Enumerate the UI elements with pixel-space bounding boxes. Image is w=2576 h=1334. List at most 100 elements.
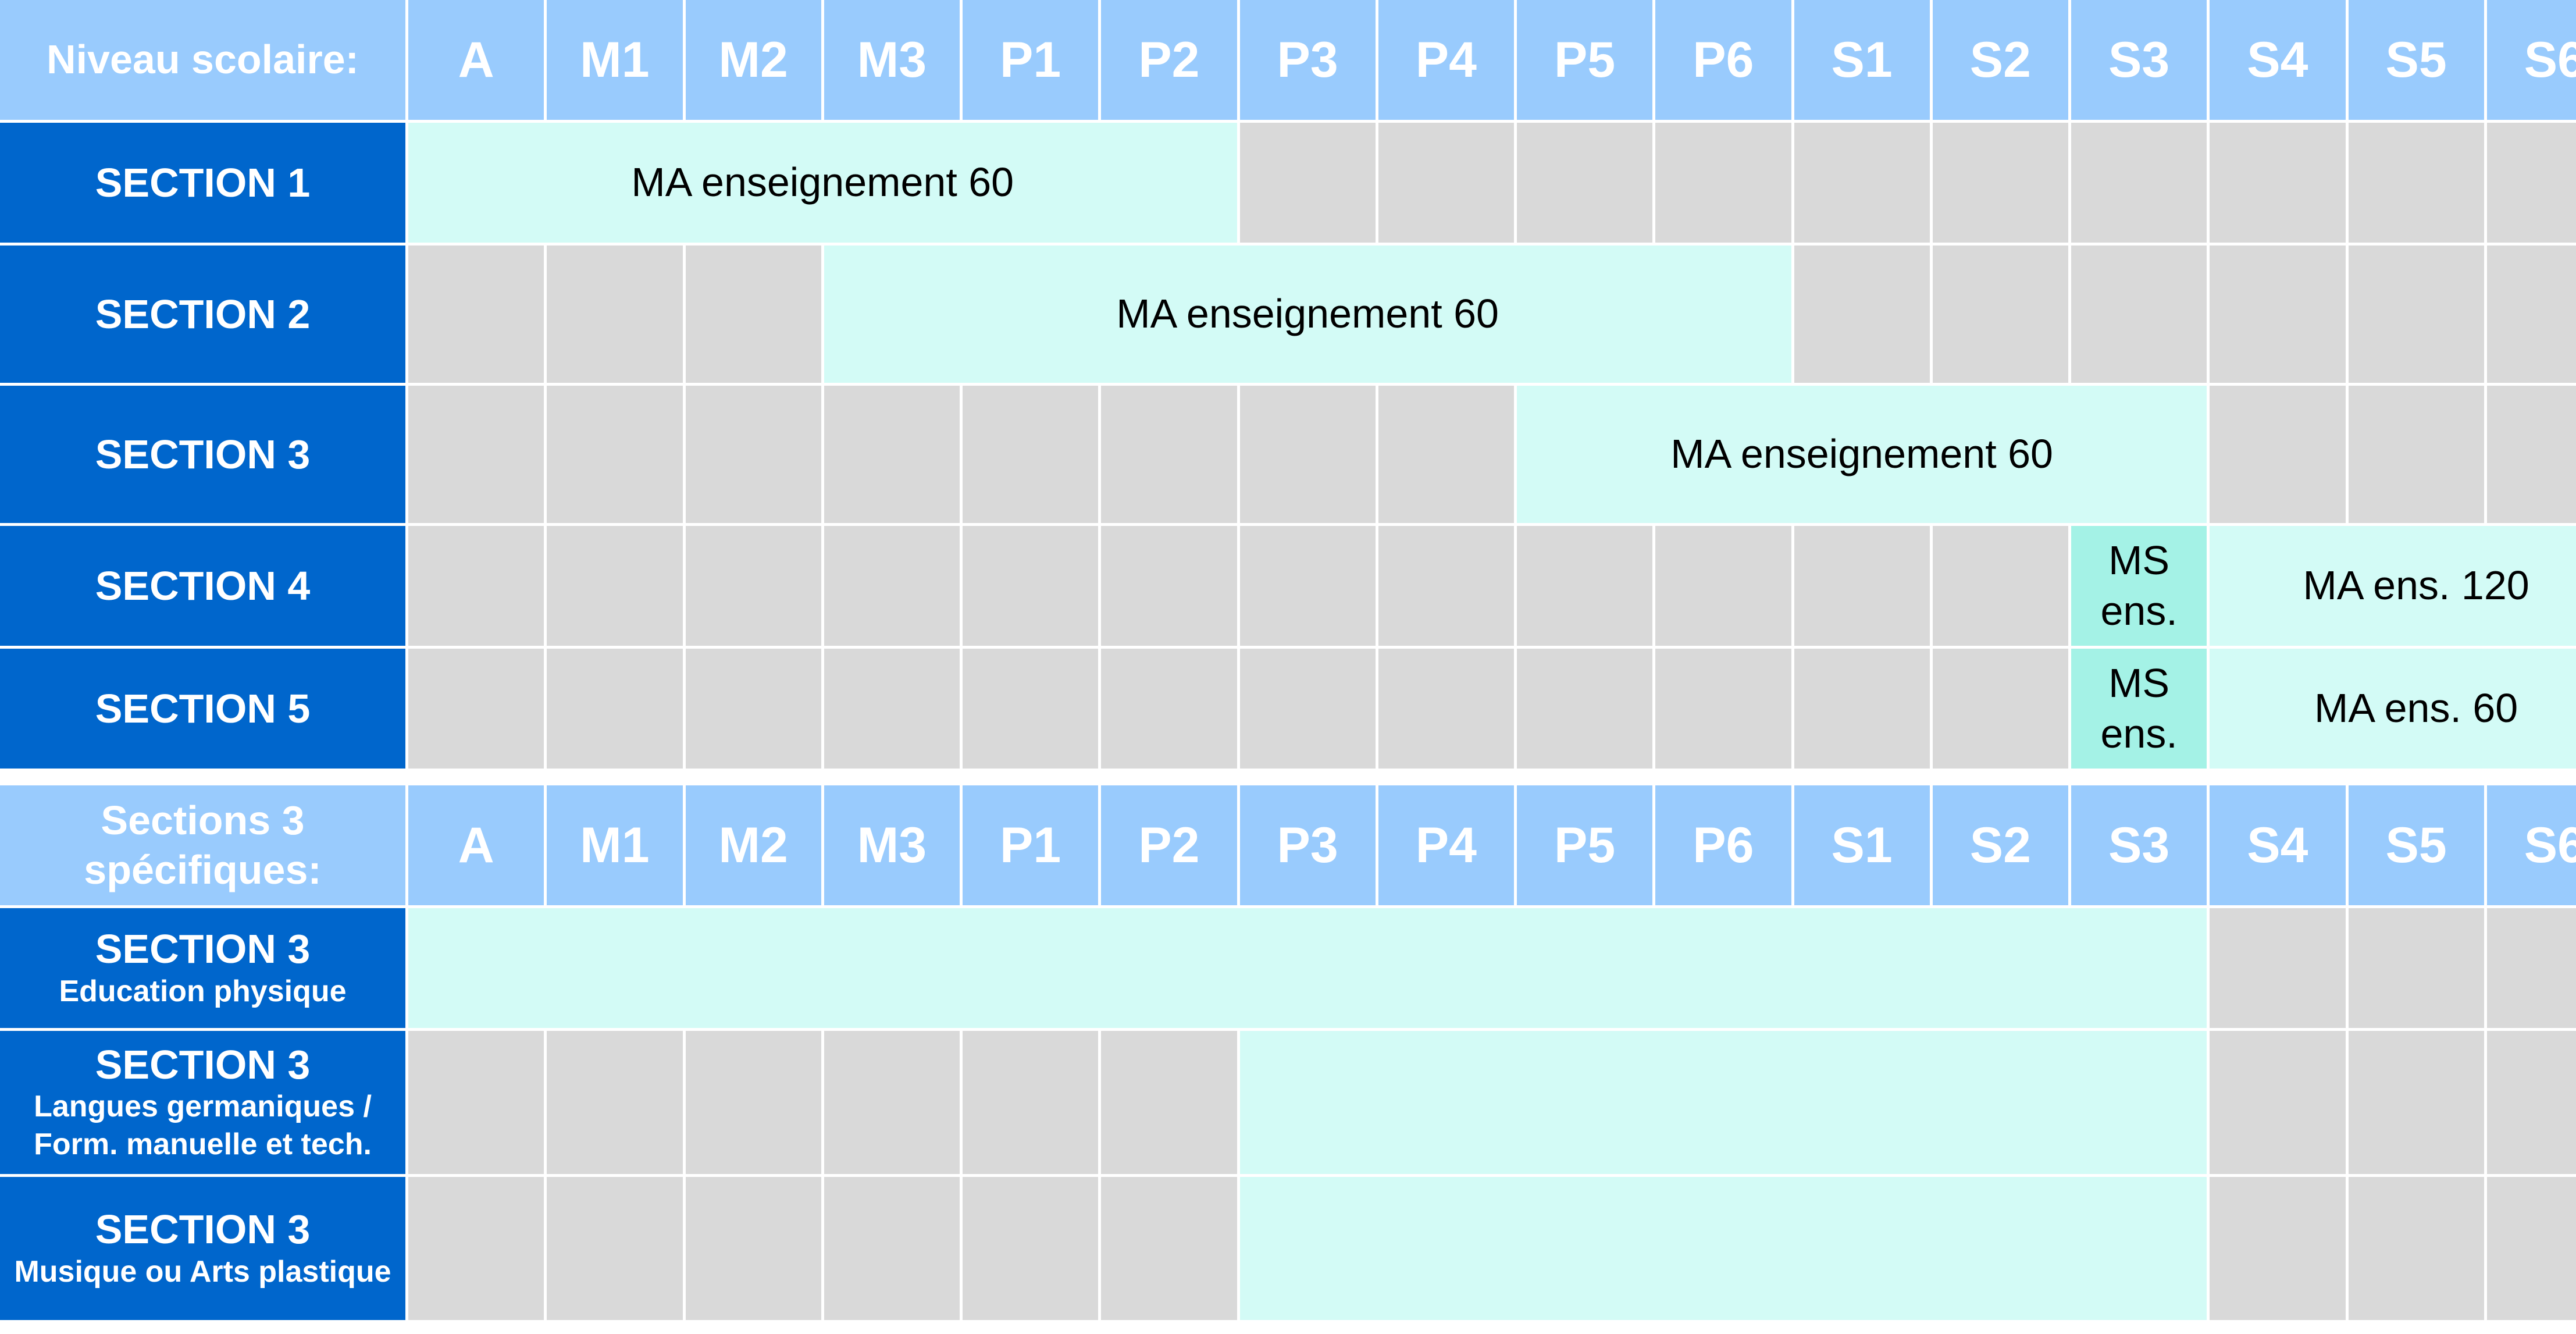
inactive-cell [2348, 1031, 2484, 1174]
inactive-cell [408, 386, 544, 523]
row-label: SECTION 4 [0, 526, 405, 646]
row-label: SECTION 1 [0, 123, 405, 243]
inactive-cell [1101, 1177, 1237, 1320]
inactive-cell [2210, 908, 2346, 1028]
inactive-cell [1378, 386, 1514, 523]
inactive-cell [685, 1177, 821, 1320]
ms-teacher-span: MS ens. [2071, 649, 2207, 769]
level-header-p5: P5 [1517, 0, 1653, 120]
inactive-cell [963, 649, 1099, 769]
level-header-p1: P1 [963, 0, 1099, 120]
row-label: SECTION 5 [0, 649, 405, 769]
inactive-cell [1794, 246, 1930, 383]
table-header-title: Niveau scolaire: [0, 0, 405, 120]
inactive-cell [1239, 526, 1376, 646]
inactive-cell [2210, 386, 2346, 523]
level-header-p5: P5 [1517, 785, 1653, 905]
level-header-s4: S4 [2210, 785, 2346, 905]
inactive-cell [408, 1177, 544, 1320]
inactive-cell [408, 246, 544, 383]
inactive-cell [685, 246, 821, 383]
level-header-s3: S3 [2071, 785, 2207, 905]
inactive-cell [1101, 526, 1237, 646]
inactive-cell [1794, 123, 1930, 243]
inactive-cell [824, 649, 960, 769]
inactive-cell [408, 526, 544, 646]
inactive-cell [1932, 526, 2068, 646]
level-header-m1: M1 [547, 785, 683, 905]
inactive-cell [824, 386, 960, 523]
inactive-cell [2210, 1031, 2346, 1174]
level-header-m3: M3 [824, 785, 960, 905]
ma-teacher-span: MA enseignement 60 [408, 123, 1237, 243]
inactive-cell [963, 1031, 1099, 1174]
inactive-cell [2071, 123, 2207, 243]
inactive-cell [1655, 526, 1791, 646]
inactive-cell [1239, 386, 1376, 523]
inactive-cell [1655, 649, 1791, 769]
inactive-cell [547, 1031, 683, 1174]
level-header-m2: M2 [685, 785, 821, 905]
inactive-cell [1517, 123, 1653, 243]
ma-teacher-span [1239, 1031, 2207, 1174]
inactive-cell [547, 1177, 683, 1320]
row-label-subtitle: Education physique [59, 974, 347, 1008]
inactive-cell [1378, 123, 1514, 243]
level-header-s1: S1 [1794, 785, 1930, 905]
teaching-levels-table: Niveau scolaire: A M1 M2 M3 P1 P2 P3 P4 P5 P6 S1 S2… [0, 0, 2576, 769]
row-label: SECTION 3 Musique ou Arts plastique [0, 1177, 405, 1320]
level-header-s4: S4 [2210, 0, 2346, 120]
ma-teacher-span: MA ens. 60 [2210, 649, 2576, 769]
inactive-cell [2486, 386, 2576, 523]
level-header-s6: S6 [2486, 785, 2576, 905]
inactive-cell [2486, 246, 2576, 383]
row-label-title: SECTION 5 [95, 685, 311, 731]
inactive-cell [963, 526, 1099, 646]
row-label-subtitle: Musique ou Arts plastique [14, 1254, 391, 1289]
level-header-p1: P1 [963, 785, 1099, 905]
inactive-cell [2486, 123, 2576, 243]
level-header-p2: P2 [1101, 0, 1237, 120]
level-header-p3: P3 [1239, 0, 1376, 120]
inactive-cell [685, 386, 821, 523]
inactive-cell [2210, 123, 2346, 243]
inactive-cell [1517, 649, 1653, 769]
inactive-cell [1101, 1031, 1237, 1174]
inactive-cell [963, 1177, 1099, 1320]
level-header-p6: P6 [1655, 785, 1791, 905]
inactive-cell [824, 1177, 960, 1320]
inactive-cell [2486, 1177, 2576, 1320]
row-label: SECTION 3 Education physique [0, 908, 405, 1028]
inactive-cell [2486, 1031, 2576, 1174]
inactive-cell [685, 1031, 821, 1174]
inactive-cell [685, 526, 821, 646]
inactive-cell [408, 1031, 544, 1174]
level-header-s5: S5 [2348, 785, 2484, 905]
level-header-s6: S6 [2486, 0, 2576, 120]
inactive-cell [547, 246, 683, 383]
row-label-title: SECTION 3 [95, 926, 311, 972]
inactive-cell [2210, 246, 2346, 383]
inactive-cell [963, 386, 1099, 523]
row-label-title: SECTION 4 [95, 563, 311, 609]
inactive-cell [2071, 246, 2207, 383]
row-label-title: SECTION 3 [95, 1041, 311, 1087]
inactive-cell [1932, 649, 2068, 769]
inactive-cell [1239, 123, 1376, 243]
level-header-s2: S2 [1932, 0, 2068, 120]
table-header-title: Sections 3 spécifiques: [0, 785, 405, 905]
level-header-s5: S5 [2348, 0, 2484, 120]
inactive-cell [2348, 1177, 2484, 1320]
level-header-p2: P2 [1101, 785, 1237, 905]
level-header-s2: S2 [1932, 785, 2068, 905]
inactive-cell [1932, 123, 2068, 243]
row-label-title: SECTION 1 [95, 159, 311, 205]
level-header-s1: S1 [1794, 0, 1930, 120]
row-label: SECTION 2 [0, 246, 405, 383]
row-label-title: SECTION 2 [95, 291, 311, 337]
level-header-a: A [408, 0, 544, 120]
ms-teacher-span: MS ens. [2071, 526, 2207, 646]
inactive-cell [824, 526, 960, 646]
level-header-m1: M1 [547, 0, 683, 120]
level-header-m2: M2 [685, 0, 821, 120]
